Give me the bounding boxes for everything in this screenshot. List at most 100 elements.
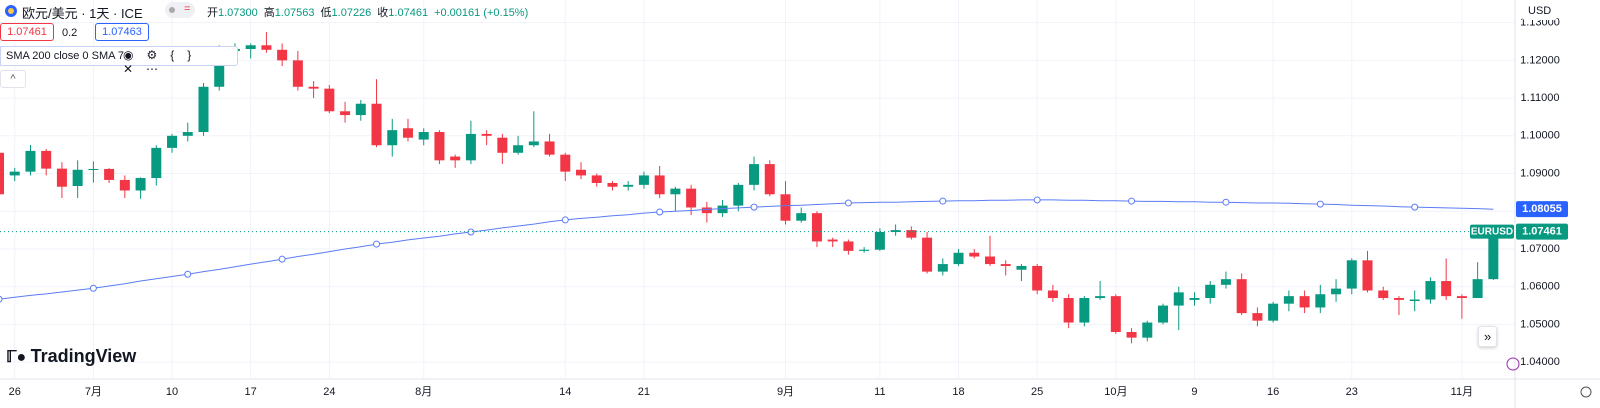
y-tick-label: 1.04000 [1520, 356, 1560, 368]
candle-body [1393, 298, 1404, 300]
indicator-tools[interactable]: ◉⚙{}✕⋯ [123, 48, 205, 76]
x-tick-label: 21 [638, 386, 650, 398]
settings-icon[interactable] [1580, 386, 1592, 398]
candle-body [513, 145, 524, 153]
candle-body [182, 132, 193, 136]
candle-body [906, 230, 917, 238]
ohlc-value: 1.07300 [218, 7, 258, 19]
candle-body [497, 137, 508, 153]
candle-body [450, 156, 461, 161]
candle-body [119, 179, 130, 191]
candle-body [324, 88, 335, 112]
candle-body [654, 175, 665, 195]
candle-body [576, 169, 587, 176]
buy-price[interactable]: 1.07463 [95, 23, 149, 41]
symbol-tag-label: EURUSD [1471, 226, 1513, 237]
candle-body [827, 239, 838, 242]
ohlc-label: 收 [377, 7, 389, 19]
sma-marker [1411, 203, 1419, 211]
candle-body [1441, 281, 1452, 297]
candle-body [402, 128, 413, 138]
candle-body [72, 169, 83, 186]
sma-marker [1316, 200, 1324, 208]
candle-body [780, 194, 791, 221]
candle-body [717, 205, 728, 214]
x-tick-label: 18 [952, 386, 964, 398]
sell-price[interactable]: 1.07461 [0, 23, 54, 41]
candle-body [1456, 296, 1467, 299]
candle-body [1173, 292, 1184, 306]
candle-body [355, 103, 366, 116]
ohlc-label: 低 [320, 7, 332, 19]
candle-body [1425, 281, 1436, 300]
candle-body [670, 188, 681, 195]
candle-body [1378, 290, 1389, 299]
x-tick-label: 9月 [777, 386, 794, 398]
collapse-button[interactable]: ^ [0, 70, 26, 88]
candle-body [1331, 288, 1342, 295]
candle-body [1079, 298, 1090, 323]
sma-marker [89, 284, 97, 292]
sma-line [0, 199, 1494, 300]
x-tick-label: 10 [166, 386, 178, 398]
y-tick-label: 1.11000 [1521, 92, 1560, 104]
candle-body [1158, 305, 1169, 323]
symbol-icon[interactable] [4, 4, 18, 21]
candle-body [1189, 298, 1200, 300]
indicator-legend[interactable]: SMA 200 close 0 SMA 7 ◉⚙{}✕⋯ [0, 46, 238, 76]
x-tick-label: 8月 [415, 386, 432, 398]
candle-body [1283, 296, 1294, 304]
candle-body [167, 135, 178, 148]
candle-body [843, 241, 854, 251]
candle-body [1110, 296, 1121, 332]
status-pill[interactable]: = [165, 2, 195, 18]
candle-body [292, 60, 303, 87]
y-tick-label: 1.05000 [1520, 318, 1560, 330]
x-tick-label: 23 [1346, 386, 1358, 398]
candle-body [151, 147, 162, 179]
candle-body [528, 141, 539, 146]
candle-body [1488, 231, 1499, 280]
indicator-label: SMA 200 close 0 SMA 7 [6, 50, 125, 62]
candle-body [1220, 279, 1231, 285]
candle-body [922, 237, 933, 272]
y-tick-label: 1.12000 [1520, 54, 1560, 66]
candle-body [387, 130, 398, 146]
candle-body [245, 45, 256, 50]
candle-body [1126, 331, 1137, 338]
candle-body [1409, 299, 1420, 302]
candle-body [984, 256, 995, 265]
candle-body [1205, 284, 1216, 299]
x-tick-label: 10月 [1104, 386, 1127, 398]
candle-body [1142, 322, 1153, 338]
candle-body [733, 184, 744, 206]
x-tick-label: 11月 [1451, 386, 1473, 398]
symbol-title[interactable]: 欧元/美元 · 1天 · ICE [22, 6, 143, 21]
candle-body [25, 150, 36, 172]
candle-body [88, 169, 99, 171]
candle-body [1472, 279, 1483, 299]
candle-body [1047, 290, 1058, 299]
candle-body [1032, 265, 1043, 291]
candle-body [1268, 303, 1279, 321]
ohlc-value: 1.07226 [331, 7, 372, 19]
candle-body [953, 252, 964, 265]
candle-body [749, 164, 760, 185]
candle-body [1000, 264, 1011, 266]
candle-body [261, 45, 272, 50]
currency[interactable]: USD [1522, 2, 1558, 20]
x-tick-label: 9 [1191, 386, 1197, 398]
candle-body [465, 133, 476, 161]
candle-body [481, 133, 492, 136]
x-tick-label: 14 [559, 386, 571, 398]
candle-body [544, 141, 555, 155]
candle-body [859, 249, 870, 251]
spread: 0.2 [62, 27, 78, 39]
x-tick-label: 25 [1031, 386, 1043, 398]
candle-body [890, 230, 901, 233]
change: +0.00161 (+0.15%) [434, 7, 529, 19]
candle-body [607, 182, 618, 187]
candle-body [41, 150, 52, 169]
scroll-right[interactable]: » [1478, 326, 1498, 347]
